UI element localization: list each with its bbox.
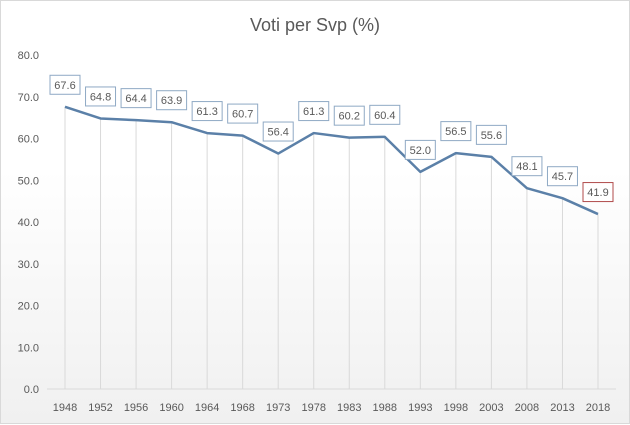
data-label: 41.9	[587, 187, 608, 199]
y-tick-label: 20.0	[18, 301, 39, 313]
data-label-box	[369, 104, 401, 125]
data-label: 55.6	[481, 130, 502, 142]
data-label-box	[227, 103, 259, 124]
y-tick-label: 50.0	[18, 175, 39, 187]
data-label: 64.8	[90, 91, 111, 103]
data-label: 61.3	[196, 106, 217, 118]
x-tick-label: 1968	[230, 402, 254, 414]
x-tick-label: 1952	[88, 402, 112, 414]
x-tick-label: 1998	[444, 402, 468, 414]
y-tick-label: 80.0	[18, 50, 39, 62]
data-label: 63.9	[161, 95, 182, 107]
y-tick-label: 40.0	[18, 217, 39, 229]
data-label-box	[440, 121, 472, 142]
y-tick-label: 60.0	[18, 134, 39, 146]
data-label: 64.4	[125, 93, 146, 105]
data-label-box	[511, 156, 543, 177]
x-tick-label: 1956	[124, 402, 148, 414]
data-label-box	[333, 105, 365, 126]
data-label: 48.1	[516, 161, 537, 173]
data-label: 61.3	[303, 106, 324, 118]
data-label-box	[191, 101, 223, 122]
x-tick-label: 1948	[53, 402, 77, 414]
x-tick-label: 1964	[195, 402, 219, 414]
y-tick-label: 70.0	[18, 92, 39, 104]
data-label-box	[475, 124, 507, 145]
x-tick-label: 2003	[479, 402, 503, 414]
data-label: 67.6	[54, 80, 75, 92]
data-label: 60.4	[374, 110, 395, 122]
data-label-box	[156, 90, 188, 111]
x-tick-label: 2018	[586, 402, 610, 414]
data-label-box	[404, 139, 436, 160]
data-label-box	[85, 86, 117, 107]
data-label-box	[262, 121, 294, 142]
x-tick-label: 1960	[159, 402, 183, 414]
chart-title: Voti per Svp (%)	[249, 15, 381, 35]
data-label-box	[120, 88, 152, 109]
data-label: 60.7	[232, 109, 253, 121]
y-tick-label: 0.0	[24, 384, 39, 396]
data-label: 56.4	[267, 127, 288, 139]
data-label-box	[546, 166, 578, 187]
x-tick-label: 2013	[550, 402, 574, 414]
data-label: 52.0	[410, 145, 431, 157]
data-label: 45.7	[552, 171, 573, 183]
x-tick-label: 1973	[266, 402, 290, 414]
series-line	[64, 105, 599, 216]
x-tick-label: 1988	[373, 402, 397, 414]
x-tick-label: 1993	[408, 402, 432, 414]
data-label-box	[582, 182, 614, 203]
data-label-box	[49, 74, 81, 95]
data-label-box	[298, 101, 330, 122]
x-tick-label: 1978	[301, 402, 325, 414]
data-label: 56.5	[445, 126, 466, 138]
x-tick-label: 1983	[337, 402, 361, 414]
data-label: 60.2	[339, 111, 360, 123]
x-tick-label: 2008	[515, 402, 539, 414]
y-tick-label: 10.0	[18, 342, 39, 354]
y-tick-label: 30.0	[18, 259, 39, 271]
